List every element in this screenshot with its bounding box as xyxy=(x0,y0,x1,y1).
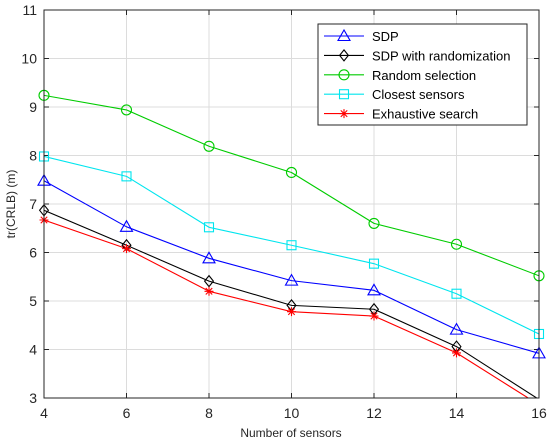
y-tick-label: 8 xyxy=(29,148,37,164)
series-5-point xyxy=(452,348,461,358)
y-tick-label: 6 xyxy=(29,245,37,261)
y-tick-label: 9 xyxy=(29,99,37,115)
series-1-point xyxy=(449,322,464,335)
series-4-point xyxy=(286,240,297,251)
series-4-point xyxy=(451,288,462,299)
legend-swatch-marker xyxy=(339,109,349,119)
series-1-point xyxy=(284,273,299,286)
series-line-1 xyxy=(44,180,539,354)
series-5-point xyxy=(369,311,379,321)
series-3-point xyxy=(203,140,215,152)
markers-layer xyxy=(37,89,546,359)
legend-swatch-marker xyxy=(338,69,350,81)
x-tick-label: 4 xyxy=(40,405,48,421)
y-tick-label: 10 xyxy=(21,51,37,67)
y-tick-label: 4 xyxy=(29,342,37,358)
legend-swatch-marker xyxy=(338,89,350,100)
series-1-point xyxy=(119,219,134,232)
x-axis-label: Number of sensors xyxy=(240,426,341,440)
series-3-point xyxy=(450,238,463,250)
y-tick-label: 3 xyxy=(29,390,37,406)
series-3-point xyxy=(120,104,133,116)
legend: SDP SDP with randomization Random selectio… xyxy=(317,23,528,126)
plot-frame xyxy=(43,9,540,399)
series-4-point xyxy=(368,258,380,269)
series-2-point xyxy=(203,274,215,288)
series-line-4 xyxy=(44,155,539,335)
series-5-point xyxy=(204,286,214,296)
x-tick-label: 6 xyxy=(123,405,131,421)
series-4-point xyxy=(203,222,215,233)
y-tick-label: 11 xyxy=(22,2,37,18)
series-5-point xyxy=(122,244,131,254)
legend-swatch-marker xyxy=(338,49,350,62)
legend-entry-label: Random selection xyxy=(372,68,476,83)
y-axis-label: tr(CRLB) (m) xyxy=(4,170,18,239)
x-tick-label: 16 xyxy=(531,405,547,421)
series-5-point xyxy=(287,307,296,317)
series-4-point xyxy=(121,171,132,182)
legend-entry-label: Closest sensors xyxy=(372,87,465,102)
y-tick-labels: 3 4 5 6 7 8 9 10 11 xyxy=(21,2,37,406)
x-tick-label: 14 xyxy=(449,405,465,421)
series-3-point xyxy=(368,217,380,229)
y-tick-label: 7 xyxy=(29,196,37,212)
series-1-point xyxy=(367,283,381,296)
legend-entry-label: Exhaustive search xyxy=(372,107,478,122)
legend-entry-label: SDP xyxy=(372,29,399,44)
x-tick-labels: 4 6 8 10 12 14 16 xyxy=(40,405,547,421)
legend-swatch-marker xyxy=(337,28,351,42)
series-3-point xyxy=(285,166,298,179)
y-tick-label: 5 xyxy=(29,293,37,309)
legend-entry-label: SDP with randomization xyxy=(372,48,511,63)
x-tick-label: 8 xyxy=(205,405,213,421)
series-1-point xyxy=(202,251,216,264)
x-tick-label: 10 xyxy=(284,405,300,421)
x-tick-label: 12 xyxy=(366,405,382,421)
series-line-3 xyxy=(44,94,539,277)
